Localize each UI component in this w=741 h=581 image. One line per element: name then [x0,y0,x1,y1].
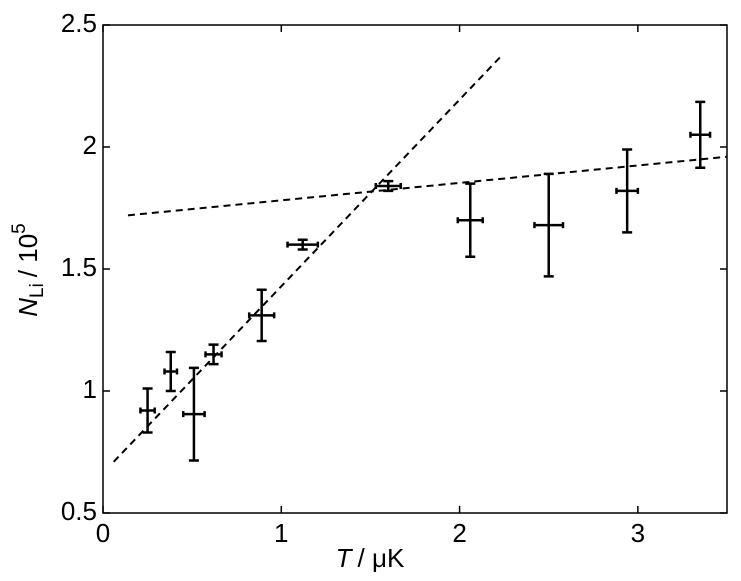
x-tick-label: 3 [631,518,645,548]
fit-line [112,56,502,463]
y-tick-label: 1.5 [61,252,97,282]
x-error-bar [247,312,276,319]
x-error-bar [689,131,712,138]
y-tick-label: 1 [83,374,97,404]
y-tick-label: 2 [83,130,97,160]
y-tick-label: 0.5 [61,496,97,526]
plot-frame [102,24,728,514]
x-tick-label: 2 [452,518,466,548]
x-axis-label: T / μK [336,543,405,573]
x-error-bar [181,411,206,418]
x-error-bar [374,183,402,190]
x-error-bar [533,222,565,229]
fit-line [127,155,728,217]
x-error-bar [456,217,484,224]
x-error-bar [286,241,320,248]
x-tick-label: 0 [96,518,110,548]
x-tick-label: 1 [274,518,288,548]
x-error-bar [204,351,223,358]
y-axis-label: NLi/ 105 [9,223,48,317]
y-tick-label: 2.5 [61,8,97,38]
x-error-bar [615,187,640,194]
x-error-bar [139,407,156,414]
x-error-bar [163,368,179,375]
